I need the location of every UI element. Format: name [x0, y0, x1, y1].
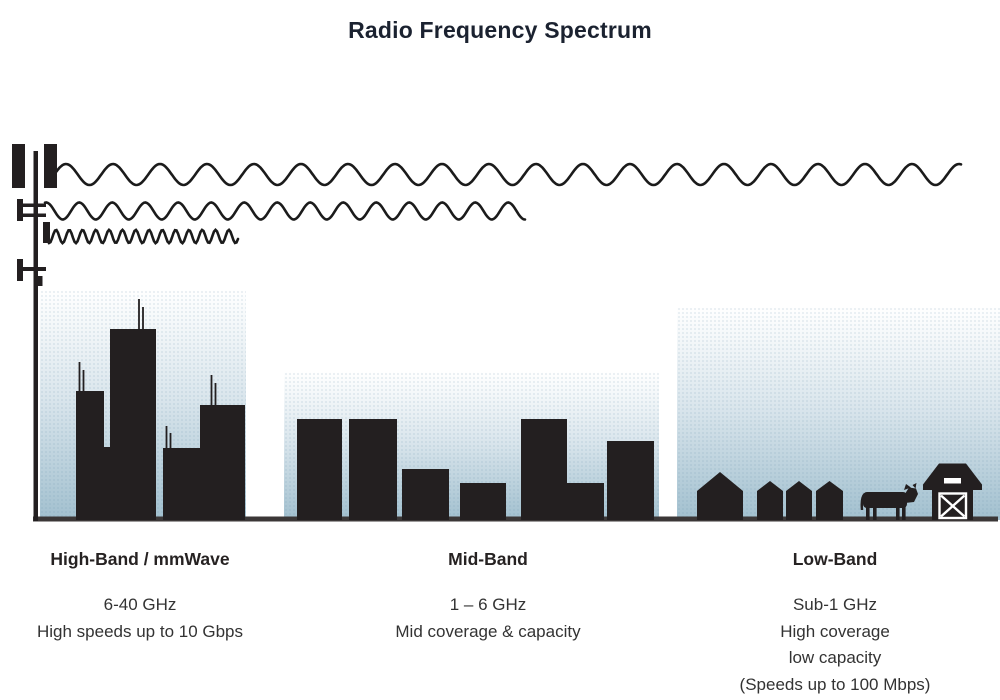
- band-frequency: Sub-1 GHz: [792, 595, 878, 614]
- long-wavelength-wave-icon: [53, 162, 963, 187]
- band-description: High speeds up to 10 Gbps: [36, 621, 244, 641]
- page-title: Radio Frequency Spectrum: [348, 17, 652, 44]
- house-icon: [816, 481, 843, 520]
- medium-wavelength-wave-icon: [43, 201, 527, 221]
- band-label-high: High-Band / mmWave 6-40 GHz High speeds …: [0, 549, 280, 645]
- house-icon: [786, 481, 812, 520]
- cow-icon: [860, 483, 918, 520]
- ground-line: [33, 516, 998, 522]
- band-description: High coverage: [780, 621, 890, 641]
- band-label-mid: Mid-Band 1 – 6 GHz Mid coverage & capaci…: [348, 549, 628, 645]
- house-icon: [697, 472, 743, 520]
- band-frequency: 6-40 GHz: [103, 595, 177, 614]
- band-frequency: 1 – 6 GHz: [449, 595, 527, 614]
- band-label-low: Low-Band Sub-1 GHz High coverage low cap…: [695, 549, 975, 698]
- house-icon: [757, 481, 783, 520]
- band-description: (Speeds up to 100 Mbps): [739, 674, 931, 694]
- short-wavelength-wave-icon: [44, 228, 240, 246]
- band-description: low capacity: [788, 648, 882, 667]
- band-heading: Mid-Band: [448, 549, 528, 569]
- band-description: Mid coverage & capacity: [395, 621, 581, 641]
- lowband-rural-scene: [697, 463, 982, 520]
- cell-tower-icon: [12, 144, 57, 521]
- midband-city-skyline: [297, 419, 654, 520]
- band-heading: Low-Band: [792, 549, 878, 569]
- barn-icon: [923, 463, 982, 520]
- highband-city-skyline: [76, 299, 245, 520]
- band-heading: High-Band / mmWave: [50, 549, 230, 569]
